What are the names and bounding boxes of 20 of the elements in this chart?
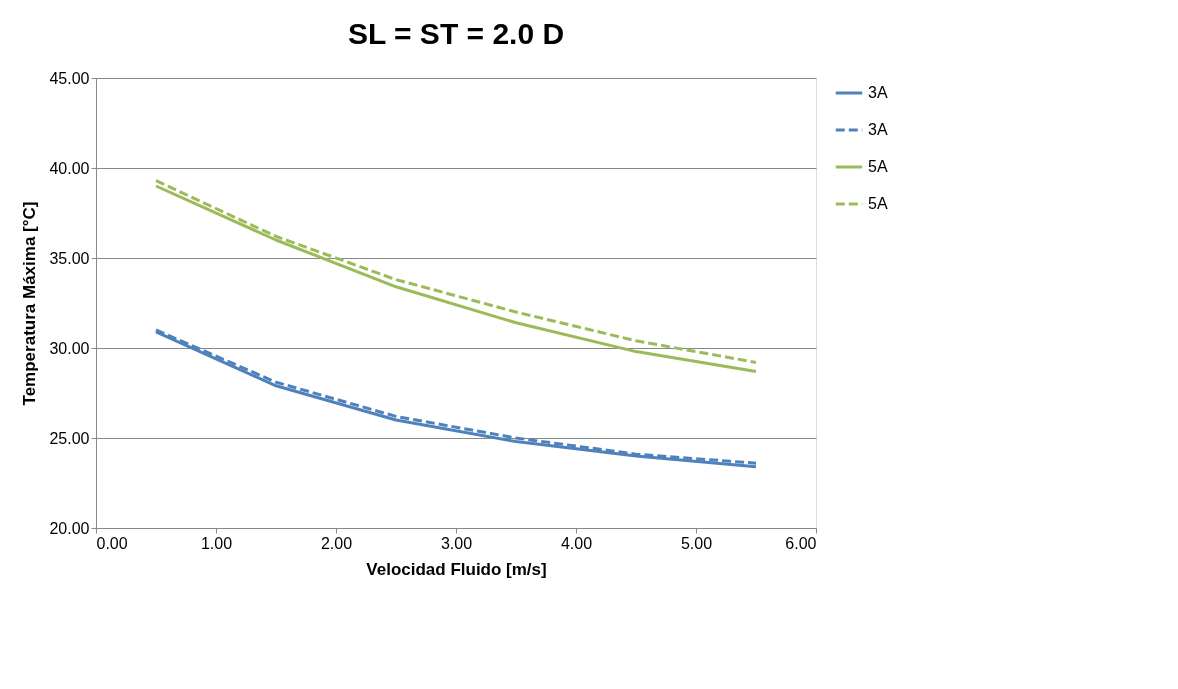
legend-label: 3A <box>868 84 888 101</box>
y-axis-title: Temperatura Máxima [°C] <box>20 201 40 406</box>
y-tick-label: 35.00 <box>49 249 90 267</box>
x-tick-label: 0.00 <box>96 534 128 552</box>
chart-title: SL = ST = 2.0 D <box>347 17 565 50</box>
legend-label: 5A <box>868 158 888 175</box>
x-axis-title: Velocidad Fluido [m/s] <box>366 559 547 579</box>
y-tick-label: 30.00 <box>49 339 90 357</box>
x-tick-label: 2.00 <box>320 534 353 552</box>
x-tick-label: 6.00 <box>785 534 817 552</box>
x-tick-label: 3.00 <box>440 534 473 552</box>
y-tick-label: 25.00 <box>49 429 90 447</box>
x-tick-label: 5.00 <box>680 534 713 552</box>
legend-label: 5A <box>868 195 888 212</box>
x-tick-label: 1.00 <box>200 534 233 552</box>
y-tick-label: 20.00 <box>49 519 90 537</box>
y-tick-label: 45.00 <box>49 69 90 87</box>
x-tick-label: 4.00 <box>560 534 593 552</box>
legend-label: 3A <box>868 121 888 138</box>
y-tick-label: 40.00 <box>49 159 90 177</box>
